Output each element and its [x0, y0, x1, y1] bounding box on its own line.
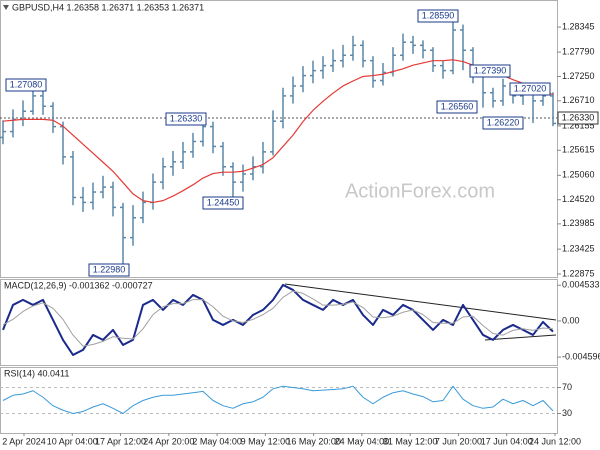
annotation-box	[482, 116, 524, 130]
x-tick-label: 17 Jun 04:00	[481, 436, 533, 446]
x-tick-label: 17 Apr 12:00	[95, 436, 146, 446]
annotation-box	[436, 100, 478, 114]
annotation-box	[509, 82, 551, 96]
moving-average	[2, 59, 554, 204]
y-tick-label: -0.004596	[562, 351, 600, 361]
x-tick-label: 24 May 04:00	[335, 436, 390, 446]
y-tick-label: 1.26155	[562, 120, 595, 130]
annotation: 1.22980	[93, 264, 126, 274]
y-tick-label: 1.24520	[562, 194, 595, 204]
y-tick-label: 30	[562, 408, 572, 418]
indicator-line	[2, 290, 554, 347]
current-price-box	[557, 111, 599, 125]
y-tick-label: 1.25615	[562, 145, 595, 155]
indicator-line	[2, 385, 554, 414]
x-tick-label: 7 Jun 20:00	[435, 436, 482, 446]
y-tick-label: 0.00	[562, 315, 580, 325]
y-tick-label: 1.25060	[562, 170, 595, 180]
annotation-box	[165, 112, 207, 126]
annotation-box	[417, 9, 459, 23]
y-tick-label: 1.23985	[562, 218, 595, 228]
price-panel	[0, 0, 558, 278]
y-tick-label: 1.23425	[562, 244, 595, 254]
y-tick-label: 1.27250	[562, 71, 595, 81]
macd-trendline	[284, 283, 557, 321]
y-tick-label: 0.004533	[562, 280, 600, 290]
rsi-panel	[0, 367, 558, 434]
x-tick-label: 10 Apr 04:00	[47, 436, 98, 446]
annotation: 1.26560	[441, 101, 474, 111]
annotation-box	[88, 263, 130, 277]
y-tick-label: 70	[562, 382, 572, 392]
x-tick-label: 2 Apr 2024	[2, 436, 46, 446]
y-tick-label: 1.26710	[562, 95, 595, 105]
chart-title: GBPUSD,H4 1.26358 1.26371 1.26353 1.2637…	[12, 2, 204, 12]
x-tick-label: 9 May 12:00	[241, 436, 291, 446]
y-tick-label: 1.28345	[562, 21, 595, 31]
x-tick-label: 24 Jun 12:00	[529, 436, 581, 446]
x-tick-label: 2 May 04:00	[192, 436, 242, 446]
watermark: ActionForex.com	[345, 180, 495, 202]
annotation: 1.27020	[514, 83, 547, 93]
annotation: 1.26330	[170, 113, 203, 123]
current-price-label: 1.26330	[562, 112, 595, 122]
annotation: 1.27080	[10, 79, 43, 89]
plot-layer: 1.28345 1.27790 1.27250 1.26710 1.26155 1.256…	[0, 9, 600, 446]
x-tick-label: 24 Apr 20:00	[143, 436, 194, 446]
rsi-title: RSI(14) 40.0411	[4, 368, 69, 378]
annotation: 1.24450	[207, 197, 240, 207]
y-tick-label: 1.27790	[562, 46, 595, 56]
symbol-icon	[3, 5, 9, 10]
y-tick-label: 1.22875	[562, 268, 595, 278]
annotation-box	[469, 64, 511, 78]
macd-title: MACD(12,26,9) -0.001362 -0.000727	[4, 280, 153, 290]
annotation-box	[202, 196, 244, 210]
macd-panel	[0, 279, 558, 366]
indicator-line	[2, 283, 554, 356]
x-tick-label: 31 May 12:00	[383, 436, 438, 446]
annotation: 1.27390	[474, 65, 507, 75]
annotation-box	[5, 78, 47, 92]
x-tick-label: 16 May 20:00	[286, 436, 341, 446]
macd-trendline	[484, 334, 557, 341]
annotation: 1.28590	[422, 10, 455, 20]
annotation: 1.26220	[487, 117, 520, 127]
